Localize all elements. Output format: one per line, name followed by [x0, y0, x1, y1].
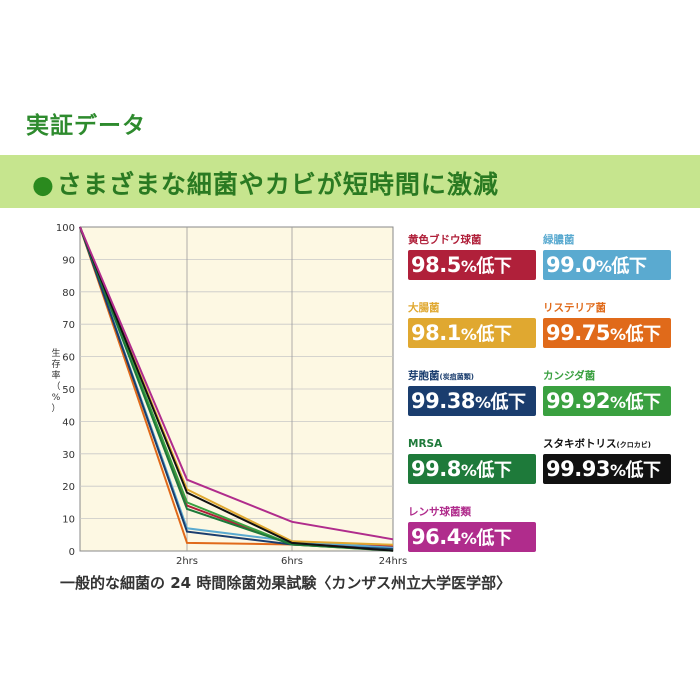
y-tick-label: 0: [69, 547, 75, 558]
headline-banner: ●さまざまな細菌やカビが短時間に激減: [0, 155, 700, 208]
y-tick-label: 10: [62, 515, 75, 526]
card-label: MRSA: [408, 438, 443, 450]
card-value-box: 98.1%低下: [408, 318, 536, 348]
headline-text: ●さまざまな細菌やカビが短時間に激減: [32, 165, 499, 201]
y-tick-label: 40: [62, 417, 75, 428]
y-axis-label-char: 率: [51, 369, 60, 381]
x-tick-label: 24hrs: [379, 556, 407, 567]
card-value-box: 99.93%低下: [543, 454, 671, 484]
y-axis-label-char: 生: [51, 347, 60, 359]
bullet-icon: ●: [32, 170, 55, 199]
card-streptococcus: レンサ球菌類 96.4%低下: [408, 505, 536, 552]
headline-label: さまざまな細菌やカビが短時間に激減: [56, 170, 499, 199]
y-axis-label: 生存率（%）: [51, 347, 60, 414]
card-label: カンジダ菌: [543, 370, 596, 382]
y-axis-label-char: （: [51, 381, 60, 392]
card-value-box: 96.4%低下: [408, 522, 536, 552]
card-value-box: 99.92%低下: [543, 386, 671, 416]
card-spore: 芽胞菌(炭疽菌類) 99.38%低下: [408, 369, 536, 416]
card-value-box: 99.38%低下: [408, 386, 536, 416]
card-listeria: リステリア菌 99.75%低下: [543, 301, 671, 348]
x-tick-label: 2hrs: [176, 556, 198, 567]
chart-caption: 一般的な細菌の 24 時間除菌効果試験〈カンザス州立大学医学部〉: [60, 574, 512, 592]
card-label: 緑膿菌: [543, 234, 575, 246]
y-tick-label: 100: [56, 223, 75, 234]
section-title: 実証データ: [26, 113, 146, 139]
card-label: 芽胞菌(炭疽菌類): [408, 370, 474, 382]
series-line: [79, 226, 394, 552]
card-label: スタキボトリス(クロカビ): [543, 438, 651, 450]
card-mrsa: MRSA 99.8%低下: [408, 437, 536, 484]
x-tick-label: 6hrs: [281, 556, 303, 567]
y-axis-label-char: %: [52, 393, 61, 403]
y-tick-label: 50: [62, 385, 75, 396]
card-label: レンサ球菌類: [408, 506, 471, 518]
y-tick-label: 90: [62, 255, 75, 266]
y-axis-label-char: 存: [51, 358, 60, 370]
card-ecoli: 大腸菌 98.1%低下: [408, 301, 536, 348]
series-line: [79, 226, 394, 541]
survival-rate-chart: 0 10 20 30 40 50 60 70 80 90 100 2hrs 6hrs 24hrs 生存率（%…: [51, 223, 407, 567]
card-value-box: 99.0%低下: [543, 250, 671, 280]
y-tick-label: 80: [62, 288, 75, 299]
y-tick-label: 20: [62, 482, 75, 493]
card-value-box: 99.8%低下: [408, 454, 536, 484]
card-label: 大腸菌: [408, 302, 440, 314]
card-stachybotrys: スタキボトリス(クロカビ) 99.93%低下: [543, 437, 671, 484]
y-tick-label: 30: [62, 450, 75, 461]
y-tick-label: 70: [62, 320, 75, 331]
card-value-box: 99.75%低下: [543, 318, 671, 348]
card-staph: 黄色ブドウ球菌 98.5%低下: [408, 233, 536, 280]
y-axis-label-char: ）: [51, 403, 60, 414]
card-label: リステリア菌: [543, 302, 606, 314]
card-candida: カンジダ菌 99.92%低下: [543, 369, 671, 416]
card-pseudomonas: 緑膿菌 99.0%低下: [543, 233, 671, 280]
y-tick-label: 60: [62, 353, 75, 364]
card-label: 黄色ブドウ球菌: [408, 234, 482, 246]
card-value-box: 98.5%低下: [408, 250, 536, 280]
